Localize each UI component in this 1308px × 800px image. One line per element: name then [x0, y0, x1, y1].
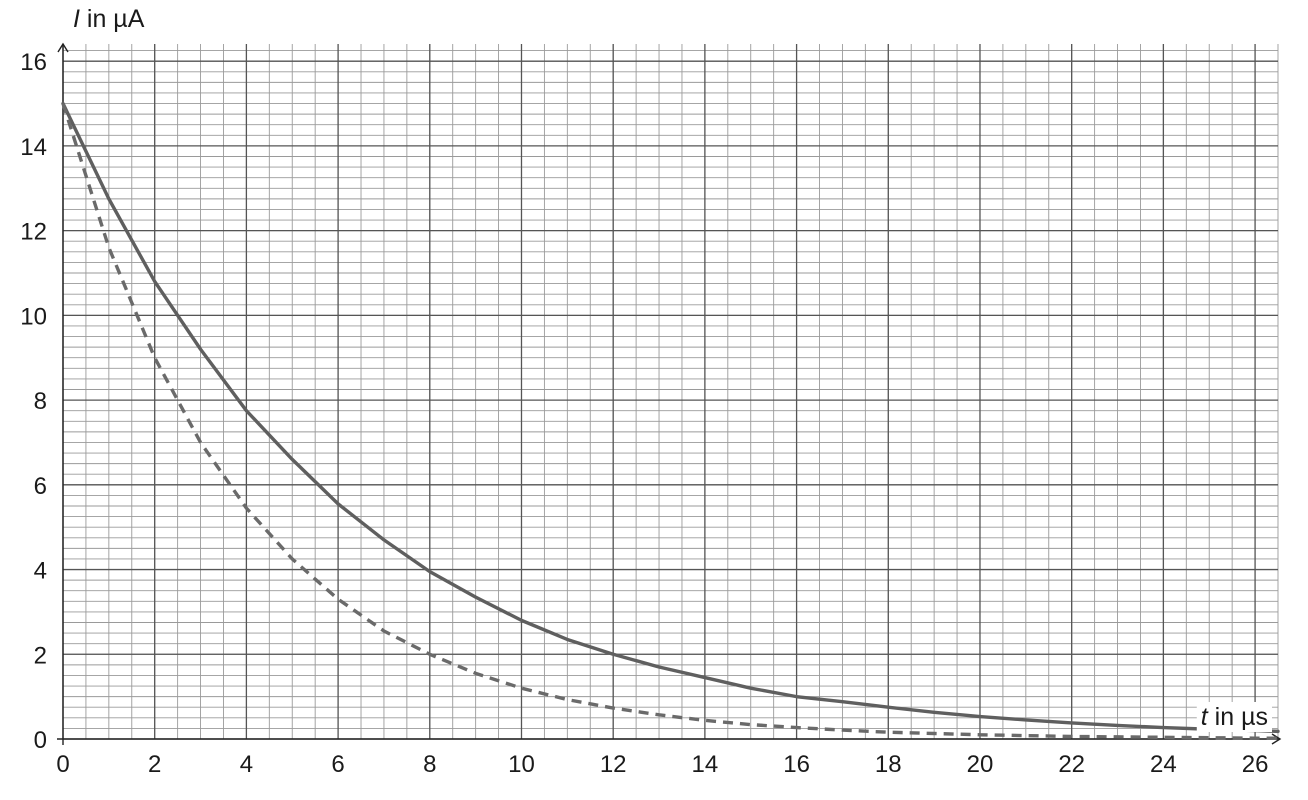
y-axis-label: I in µA	[73, 5, 145, 33]
y-tick-label: 12	[20, 219, 47, 246]
x-axis-label-background	[1196, 702, 1272, 732]
x-tick-label: 24	[1150, 751, 1177, 778]
x-tick-label: 22	[1058, 751, 1085, 778]
dashed-decay-curve	[61, 103, 1278, 740]
y-tick-label: 0	[34, 727, 47, 754]
x-axis-label-variable: t	[1201, 703, 1209, 731]
major-grid	[62, 44, 1278, 740]
y-axis-label-unit: in µA	[80, 5, 145, 33]
y-tick-label: 4	[34, 558, 47, 585]
y-axis-label-variable: I	[73, 5, 80, 33]
x-tick-label: 0	[56, 751, 69, 778]
minor-grid	[62, 44, 1279, 740]
x-axis-arrow-icon	[1271, 733, 1282, 745]
y-tick-label: 2	[34, 642, 47, 669]
x-tick-label: 10	[508, 751, 535, 778]
x-tick-label: 12	[600, 751, 627, 778]
x-tick-label: 14	[692, 751, 719, 778]
y-tick-label: 6	[34, 473, 47, 500]
y-tick-label: 10	[20, 303, 47, 330]
x-tick-label: 2	[148, 751, 161, 778]
axes	[57, 42, 1282, 745]
x-tick-label: 6	[331, 751, 344, 778]
x-tick-label: 26	[1242, 751, 1269, 778]
y-tick-label: 16	[20, 49, 47, 76]
x-tick-label: 4	[240, 751, 253, 778]
x-axis-label: t in µs	[1201, 703, 1268, 731]
x-axis-label-unit: in µs	[1208, 703, 1268, 731]
x-tick-label: 8	[423, 751, 436, 778]
series-layer	[61, 101, 1280, 740]
x-tick-label: 20	[967, 751, 994, 778]
solid-decay-curve	[61, 101, 1280, 734]
y-tick-label: 14	[20, 134, 47, 161]
x-tick-label: 16	[783, 751, 810, 778]
x-tick-label: 18	[875, 751, 902, 778]
y-tick-label: 8	[34, 388, 47, 415]
y-axis-arrow-icon	[57, 42, 69, 53]
